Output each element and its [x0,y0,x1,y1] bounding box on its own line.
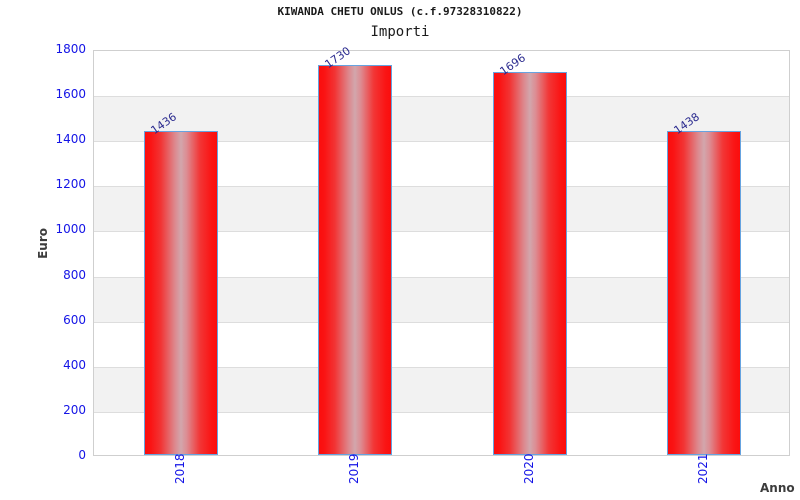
gridline [94,322,789,323]
y-axis-tick-label: 1200 [55,177,86,192]
y-axis-tick-label: 1800 [55,42,86,56]
y-axis-tick-label: 600 [63,312,86,327]
x-axis-tick-label: 2018 [173,453,188,484]
y-axis-tick-labels: 1800 1600 1400 1200 1000 800 600 400 200 0 [0,42,86,462]
gridline [94,412,789,413]
x-axis-tick-labels: 2018 2019 2020 2021 [93,453,790,500]
y-axis-tick-label: 200 [63,402,86,417]
gridline [94,277,789,278]
x-axis-title: Anno [760,481,795,495]
y-axis-tick-label: 1600 [55,87,86,102]
bar[interactable] [492,72,567,455]
bar[interactable] [666,130,741,455]
x-axis-tick-label: 2020 [521,453,536,484]
gridline [94,141,789,142]
gridline [94,231,789,232]
y-axis-title: Euro [36,228,50,259]
chart-subtitle: Importi [370,24,430,40]
gridline [94,367,789,368]
y-axis-tick-label: 1000 [55,222,86,237]
y-axis-tick-label: 0 [78,448,86,462]
gridline [94,96,789,97]
y-axis-tick-label: 800 [63,267,86,282]
x-axis-tick-label: 2019 [347,453,362,484]
chart-title: KIWANDA CHETU ONLUS (c.f.97328310822) [277,5,523,18]
gridline [94,186,789,187]
x-axis-tick-label: 2021 [695,453,710,484]
y-axis-tick-label: 400 [63,357,86,372]
y-axis-tick-label: 1400 [55,132,86,147]
bar[interactable] [144,131,219,455]
plot-area [93,50,790,456]
bar[interactable] [318,64,393,455]
